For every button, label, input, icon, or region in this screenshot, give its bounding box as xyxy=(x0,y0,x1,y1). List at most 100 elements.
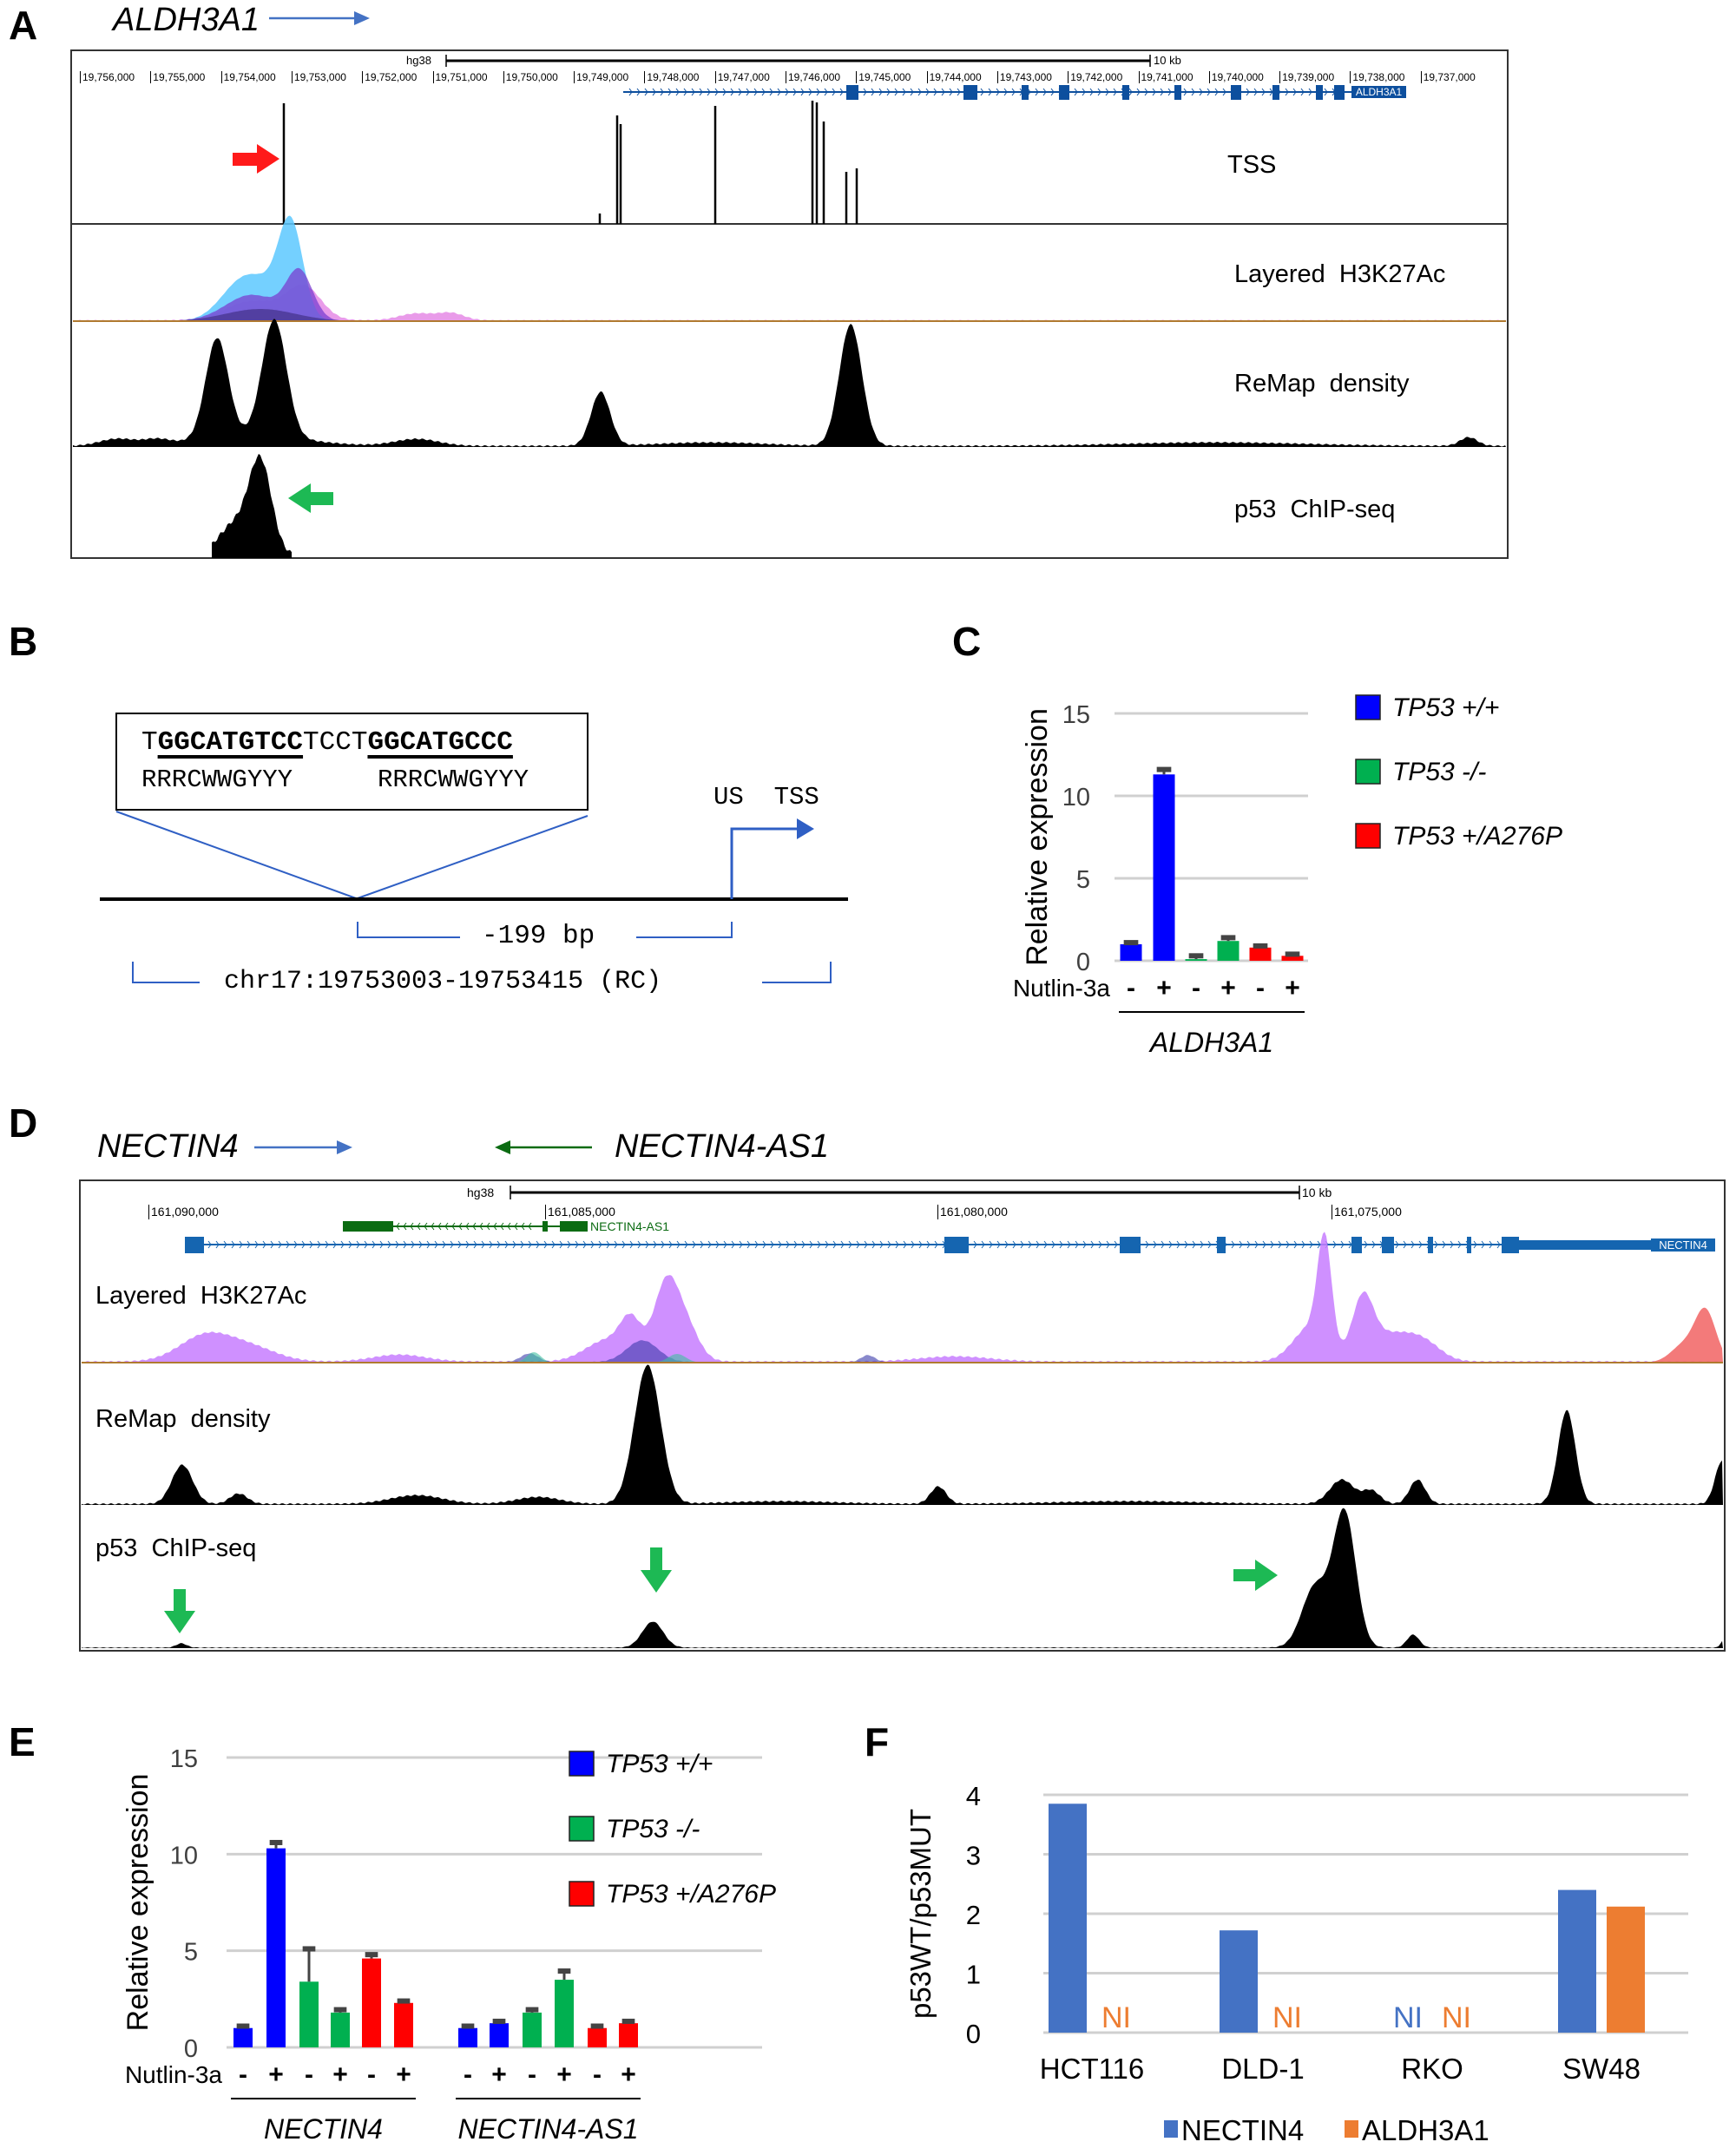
p53-chipseq-track xyxy=(212,453,292,558)
exon xyxy=(963,85,977,100)
exon xyxy=(1272,85,1279,100)
assembly-label: hg38 xyxy=(467,1186,495,1199)
y-tick-label: 15 xyxy=(1062,701,1090,729)
error-cap xyxy=(1123,940,1139,946)
bar xyxy=(266,1848,286,2047)
y-tick-label: 3 xyxy=(966,1841,981,1871)
treatment-sign: - xyxy=(464,2060,472,2089)
bar xyxy=(1220,1930,1258,2033)
error-cap xyxy=(1253,943,1268,949)
bar xyxy=(233,2027,253,2047)
error-cap xyxy=(1188,953,1204,959)
exon xyxy=(1428,1237,1433,1253)
remap-density-track xyxy=(73,319,1506,447)
green-down-arrow-icon xyxy=(641,1547,672,1593)
legend-label: TP53 -/- xyxy=(606,1815,700,1843)
exon xyxy=(1382,1237,1394,1253)
consensus-1: RRRCWWGYYY xyxy=(141,765,293,794)
ni-label: NI xyxy=(1101,2001,1131,2034)
treatment-sign: - xyxy=(528,2060,536,2089)
sequence-box xyxy=(115,713,589,811)
legend-swatch xyxy=(569,1816,595,1842)
ruler-tick: 19,743,000 xyxy=(996,71,1052,83)
ruler-tick: 19,754,000 xyxy=(220,71,276,83)
as1-gene-label: NECTIN4-AS1 xyxy=(590,1219,670,1233)
ruler-tick: 19,738,000 xyxy=(1350,71,1404,83)
ruler-tick: 161,085,000 xyxy=(545,1205,615,1219)
p53-binding-sequence: TGGCATGTCCTCCTGGCATGCCC xyxy=(141,727,513,758)
ruler-tick: 19,753,000 xyxy=(291,71,346,83)
legend-label: TP53 -/- xyxy=(1392,758,1486,786)
treatment-sign: - xyxy=(239,2060,247,2089)
bar xyxy=(1249,947,1272,961)
error-cap xyxy=(461,2023,475,2029)
ruler-tick: 19,749,000 xyxy=(574,71,628,83)
error-cap xyxy=(492,2018,506,2024)
bar xyxy=(619,2023,638,2047)
exon xyxy=(1174,85,1181,100)
bar xyxy=(1185,959,1207,961)
gene-models-nectin4 xyxy=(185,1221,1651,1253)
green-down-arrow-icon xyxy=(164,1589,195,1633)
ruler-tick: 19,755,000 xyxy=(150,71,205,83)
ruler-tick: 19,744,000 xyxy=(926,71,982,83)
bar xyxy=(394,2002,413,2047)
treatment-label: Nutlin-3a xyxy=(1013,975,1110,1002)
region-bracket xyxy=(132,962,832,983)
exon xyxy=(1059,85,1069,100)
category-label: HCT116 xyxy=(1040,2053,1144,2085)
exon xyxy=(1122,85,1129,100)
ruler-tick: 161,075,000 xyxy=(1332,1205,1402,1219)
ruler-tick: 19,747,000 xyxy=(714,71,770,83)
treatment-sign: + xyxy=(1220,974,1236,1002)
ruler-tick: 19,750,000 xyxy=(503,71,558,83)
tss-label: US TSS xyxy=(713,783,819,811)
track-label-p53: p53 ChIP-seq xyxy=(95,1534,257,1562)
gene-title-aldh3a1: ALDH3A1 xyxy=(113,2,260,38)
half-site-2: GGCATGCCC xyxy=(367,727,513,758)
gene-title-nectin4-as1: NECTIN4-AS1 xyxy=(615,1128,830,1165)
error-cap xyxy=(236,2023,250,2029)
p53-peaks xyxy=(82,1508,1723,1648)
gene-model-aldh3a1 xyxy=(623,85,1351,100)
treatment-sign: - xyxy=(1256,974,1265,1002)
ruler-tick: 161,080,000 xyxy=(937,1205,1008,1219)
y-tick-label: 15 xyxy=(170,1745,198,1773)
ni-label: NI xyxy=(1272,2001,1302,2034)
y-tick-label: 0 xyxy=(184,2035,198,2063)
scale-label: 10 kb xyxy=(1154,54,1181,67)
h3k27ac-track xyxy=(82,1232,1723,1363)
treatment-sign: - xyxy=(593,2060,602,2089)
seq-spacer: TCCT xyxy=(303,727,368,758)
error-cap xyxy=(397,1998,411,2004)
treatment-sign: - xyxy=(1127,974,1135,1002)
treatment-sign: + xyxy=(396,2060,411,2089)
tss-arrow-icon xyxy=(730,818,814,899)
treatment-sign: + xyxy=(1285,974,1300,1002)
bar xyxy=(331,2012,350,2047)
error-cap xyxy=(1156,766,1172,772)
group-label: NECTIN4-AS1 xyxy=(457,2113,638,2145)
panel-label-b: B xyxy=(9,619,38,664)
bar xyxy=(1049,1803,1087,2033)
y-axis-label: Relative expression xyxy=(122,1774,155,2032)
green-right-arrow-icon xyxy=(1233,1560,1278,1591)
legend-swatch xyxy=(569,1881,595,1907)
treatment-sign: + xyxy=(268,2060,284,2089)
category-label: DLD-1 xyxy=(1221,2053,1304,2085)
tss-track xyxy=(282,101,858,224)
utr xyxy=(1510,1240,1651,1250)
gene-title-nectin4: NECTIN4 xyxy=(97,1128,239,1165)
panel-label-e: E xyxy=(9,1719,36,1764)
track-label-h3k27ac: Layered H3K27Ac xyxy=(1234,260,1446,288)
track-label-p53: p53 ChIP-seq xyxy=(1234,496,1396,523)
remap-peaks xyxy=(73,319,1506,447)
ruler-tick: 19,741,000 xyxy=(1138,71,1194,83)
error-cap xyxy=(365,1952,378,1958)
y-tick-label: 2 xyxy=(966,1900,981,1930)
ni-label: NI xyxy=(1442,2001,1471,2034)
ni-label: NI xyxy=(1393,2001,1423,2034)
